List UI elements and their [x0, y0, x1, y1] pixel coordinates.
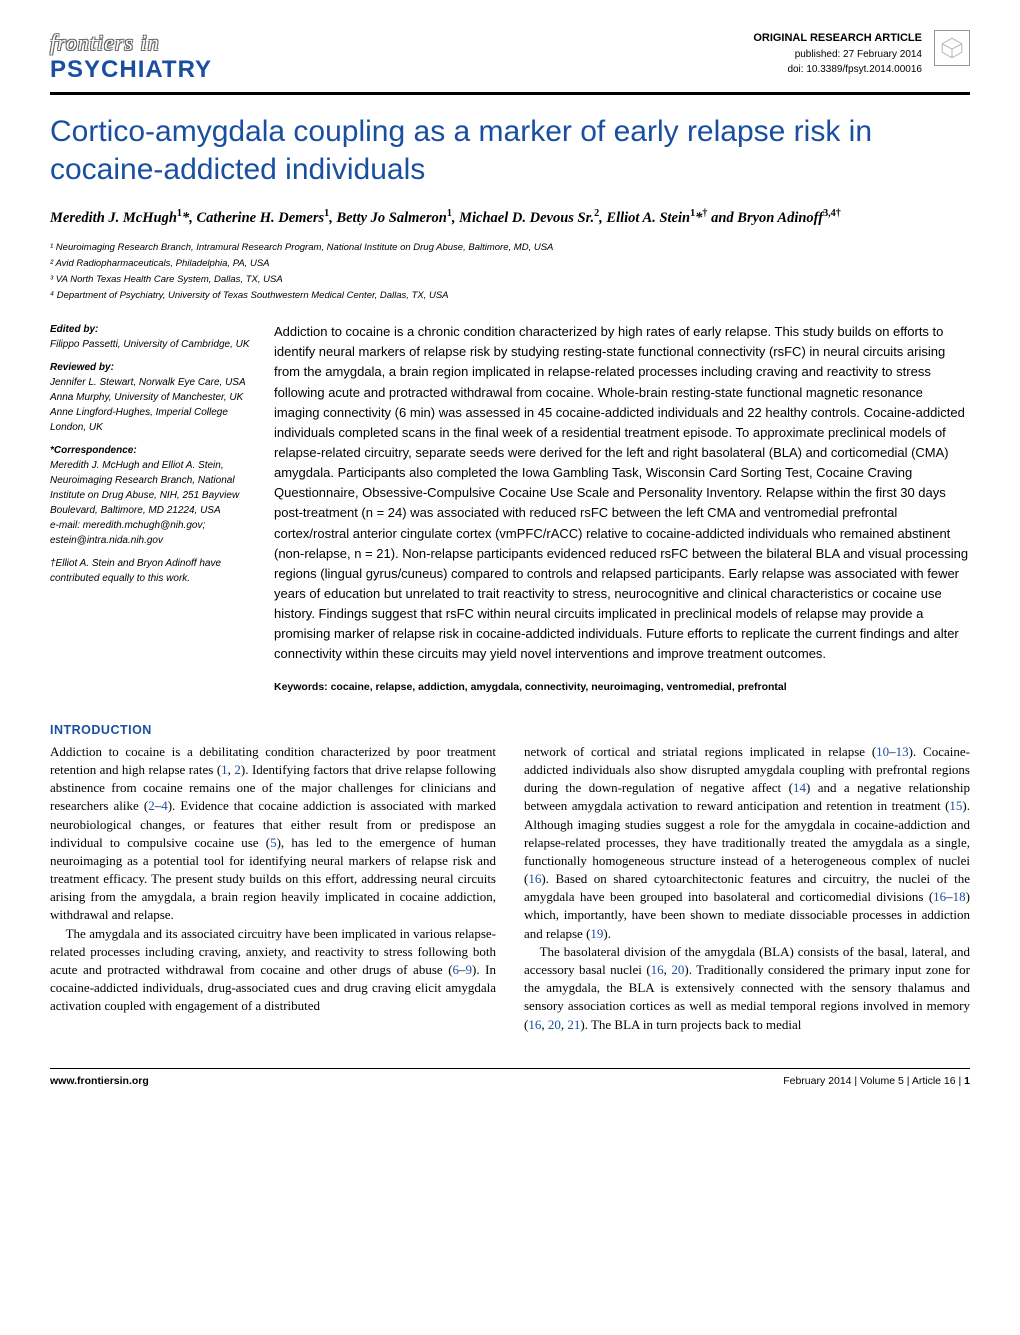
page-footer: www.frontiersin.org February 2014 | Volu…	[50, 1068, 970, 1087]
citation-link[interactable]: 16	[651, 962, 664, 977]
abstract-row: Edited by: Filippo Passetti, University …	[50, 322, 970, 695]
reviewed-by-body: Jennifer L. Stewart, Norwalk Eye Care, U…	[50, 375, 250, 435]
correspondence-label: *Correspondence:	[50, 443, 250, 458]
citation-link[interactable]: 16	[528, 1017, 541, 1032]
body-paragraph: The amygdala and its associated circuitr…	[50, 925, 496, 1016]
body-text: ). The BLA in turn projects back to medi…	[580, 1017, 801, 1032]
citation-link[interactable]: 20	[548, 1017, 561, 1032]
citation-link[interactable]: 19	[590, 926, 603, 941]
page-header: frontiers in PSYCHIATRY ORIGINAL RESEARC…	[50, 30, 970, 95]
citation-link[interactable]: 15	[949, 798, 962, 813]
citation-link[interactable]: 14	[793, 780, 806, 795]
abstract-text: Addiction to cocaine is a chronic condit…	[274, 322, 970, 664]
edited-by-label: Edited by:	[50, 322, 250, 337]
body-text: ). Based on shared cytoarchitectonic fea…	[524, 871, 970, 904]
footer-issue-text: February 2014 | Volume 5 | Article 16 | …	[783, 1075, 970, 1087]
citation-link[interactable]: 20	[671, 962, 684, 977]
journal-name-bottom: PSYCHIATRY	[50, 56, 212, 84]
citation-link[interactable]: 16	[528, 871, 541, 886]
footer-page-info: February 2014 | Volume 5 | Article 16 | …	[783, 1075, 970, 1087]
journal-logo: frontiers in PSYCHIATRY	[50, 30, 212, 84]
reviewed-by-label: Reviewed by:	[50, 360, 250, 375]
body-text: The amygdala and its associated circuitr…	[50, 926, 496, 977]
correspondence-body: Meredith J. McHugh and Elliot A. Stein, …	[50, 458, 250, 548]
body-paragraph: Addiction to cocaine is a debilitating c…	[50, 743, 496, 925]
body-two-column: Addiction to cocaine is a debilitating c…	[50, 743, 970, 1034]
contribution-note: †Elliot A. Stein and Bryon Adinoff have …	[50, 556, 250, 586]
abstract-column: Addiction to cocaine is a chronic condit…	[274, 322, 970, 695]
footer-url[interactable]: www.frontiersin.org	[50, 1075, 149, 1087]
edited-by-body: Filippo Passetti, University of Cambridg…	[50, 337, 250, 352]
publish-date: published: 27 February 2014	[753, 47, 922, 62]
article-type: ORIGINAL RESEARCH ARTICLE	[753, 30, 922, 47]
affiliations: ¹ Neuroimaging Research Branch, Intramur…	[50, 240, 970, 305]
doi: doi: 10.3389/fpsyt.2014.00016	[753, 62, 922, 77]
affiliation-item: ² Avid Radiopharmaceuticals, Philadelphi…	[50, 256, 970, 272]
journal-cube-icon	[934, 30, 970, 66]
editorial-sidebar: Edited by: Filippo Passetti, University …	[50, 322, 250, 695]
affiliation-item: ³ VA North Texas Health Care System, Dal…	[50, 272, 970, 288]
body-right-column: network of cortical and striatal regions…	[524, 743, 970, 1034]
affiliation-item: ¹ Neuroimaging Research Branch, Intramur…	[50, 240, 970, 256]
section-heading-introduction: INTRODUCTION	[50, 723, 970, 737]
article-title: Cortico-amygdala coupling as a marker of…	[50, 113, 970, 188]
header-meta: ORIGINAL RESEARCH ARTICLE published: 27 …	[753, 30, 922, 77]
author-list: Meredith J. McHugh1*, Catherine H. Demer…	[50, 206, 970, 230]
citation-link[interactable]: 21	[567, 1017, 580, 1032]
body-text: network of cortical and striatal regions…	[524, 744, 876, 759]
body-left-column: Addiction to cocaine is a debilitating c…	[50, 743, 496, 1034]
citation-link[interactable]: 18	[953, 889, 966, 904]
body-text: ).	[603, 926, 611, 941]
citation-link[interactable]: 13	[896, 744, 909, 759]
body-paragraph: The basolateral division of the amygdala…	[524, 943, 970, 1034]
body-paragraph: network of cortical and striatal regions…	[524, 743, 970, 943]
citation-link[interactable]: 16	[933, 889, 946, 904]
keywords: Keywords: cocaine, relapse, addiction, a…	[274, 679, 970, 695]
journal-name-top: frontiers in	[50, 30, 212, 56]
header-right: ORIGINAL RESEARCH ARTICLE published: 27 …	[753, 30, 970, 77]
affiliation-item: ⁴ Department of Psychiatry, University o…	[50, 288, 970, 304]
citation-link[interactable]: 10	[876, 744, 889, 759]
